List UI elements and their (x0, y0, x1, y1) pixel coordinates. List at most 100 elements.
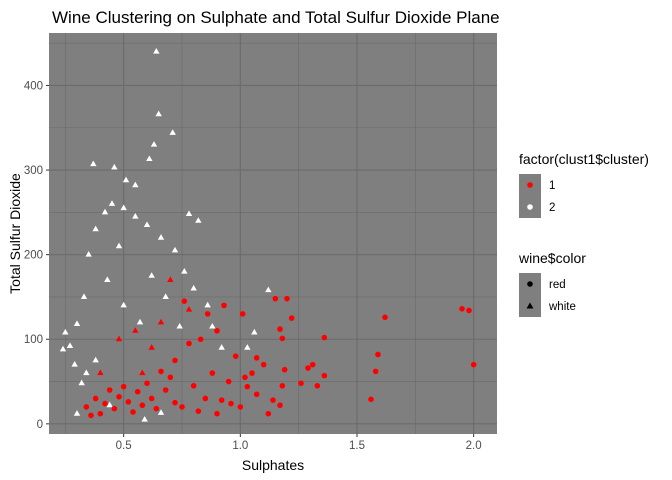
data-point-circle (298, 380, 304, 387)
data-point-circle (202, 395, 209, 402)
data-point-circle (368, 396, 374, 403)
data-point-circle (272, 295, 279, 302)
data-point-circle (253, 391, 260, 398)
y-axis-ticks: 0 100 200 300 400 (24, 80, 49, 431)
data-point-circle (97, 410, 104, 417)
data-point-triangle (115, 335, 123, 342)
data-point-circle (92, 395, 99, 402)
x-tick-label: 0.5 (116, 440, 132, 452)
data-point-triangle (171, 246, 179, 253)
data-point-triangle (120, 301, 127, 308)
data-point-circle (239, 311, 246, 317)
legend-key-red (527, 281, 533, 287)
x-tick-label: 2.0 (466, 440, 482, 452)
y-tick-label: 200 (24, 250, 43, 262)
data-point-triangle (83, 369, 90, 376)
data-point-triangle (139, 369, 146, 376)
data-point-circle (284, 295, 290, 302)
data-point-triangle (157, 409, 165, 415)
data-point-circle (265, 410, 272, 417)
data-point-triangle (204, 301, 211, 308)
data-point-circle (305, 365, 311, 371)
data-point-circle (111, 405, 118, 412)
data-point-circle (153, 405, 160, 412)
data-point-circle (372, 368, 379, 375)
data-point-circle (139, 402, 146, 409)
data-point-circle (260, 361, 267, 368)
data-point-triangle (176, 322, 183, 329)
data-point-triangle (162, 293, 169, 299)
data-point-triangle (108, 200, 116, 206)
data-point-circle (244, 383, 251, 390)
data-point-circle (277, 402, 283, 409)
data-point-circle (181, 298, 188, 304)
data-point-circle (197, 336, 204, 343)
data-point-triangle (92, 225, 99, 232)
data-point-triangle (132, 327, 139, 333)
data-point-circle (134, 388, 141, 395)
data-point-circle (470, 361, 477, 368)
x-axis-ticks: 0.5 1.0 1.5 2.0 (116, 434, 482, 452)
data-point-triangle (85, 251, 92, 257)
data-point-triangle (153, 48, 160, 54)
data-point-triangle (185, 306, 193, 312)
data-point-circle (144, 380, 150, 387)
data-point-triangle (190, 284, 197, 291)
data-point-circle (83, 404, 90, 410)
data-point-triangle (218, 344, 225, 350)
data-point-triangle (209, 322, 216, 329)
plot-panel (49, 33, 497, 434)
data-point-triangle (169, 129, 176, 135)
data-point-circle (281, 366, 288, 373)
data-point-triangle (143, 221, 151, 228)
data-point-triangle (90, 160, 97, 167)
data-point-circle (279, 382, 286, 389)
data-point-circle (172, 357, 178, 364)
data-point-triangle (73, 410, 81, 416)
data-point-triangle (195, 217, 202, 223)
data-point-triangle (181, 267, 188, 274)
y-tick-label: 400 (24, 80, 43, 92)
data-point-triangle (136, 318, 144, 325)
legend-cluster-title: factor(clust1$cluster) (519, 151, 649, 167)
data-point-circle (466, 307, 472, 314)
legend-label-cluster-2: 2 (549, 202, 555, 214)
data-point-triangle (244, 344, 251, 350)
data-point-circle (102, 400, 108, 407)
y-axis-title: Total Sulfur Dioxide (7, 173, 23, 294)
data-point-circle (459, 305, 465, 312)
y-tick-label: 0 (37, 419, 43, 431)
data-point-triangle (122, 176, 130, 183)
legend-key-white (526, 302, 534, 309)
data-point-circle (221, 302, 227, 309)
data-point-circle (279, 335, 286, 342)
data-point-circle (270, 397, 276, 403)
legend-label-cluster-1: 1 (549, 180, 555, 192)
data-point-circle (158, 368, 164, 375)
x-tick-label: 1.0 (232, 440, 248, 452)
data-point-circle (214, 327, 220, 334)
data-point-circle (116, 393, 122, 400)
data-point-triangle (265, 286, 272, 293)
data-point-circle (190, 382, 197, 389)
data-point-circle (288, 315, 295, 321)
data-point-circle (253, 355, 260, 361)
data-point-circle (162, 387, 169, 393)
data-point-circle (237, 404, 244, 410)
data-point-triangle (185, 210, 193, 217)
legend-label-red: red (549, 279, 566, 291)
data-point-circle (375, 351, 381, 358)
data-point-circle (314, 382, 321, 389)
data-point-triangle (78, 379, 85, 386)
data-point-circle (209, 370, 216, 376)
legend-key-cluster-1 (527, 182, 533, 188)
data-point-triangle (80, 293, 88, 299)
data-point-circle (130, 409, 136, 415)
data-point-circle (179, 404, 185, 410)
data-point-circle (309, 361, 316, 368)
data-point-circle (88, 412, 94, 419)
legend-cluster: factor(clust1$cluster) 1 2 (519, 151, 649, 218)
legend-color: wine$color red white (518, 250, 586, 317)
data-point-circle (225, 378, 232, 385)
